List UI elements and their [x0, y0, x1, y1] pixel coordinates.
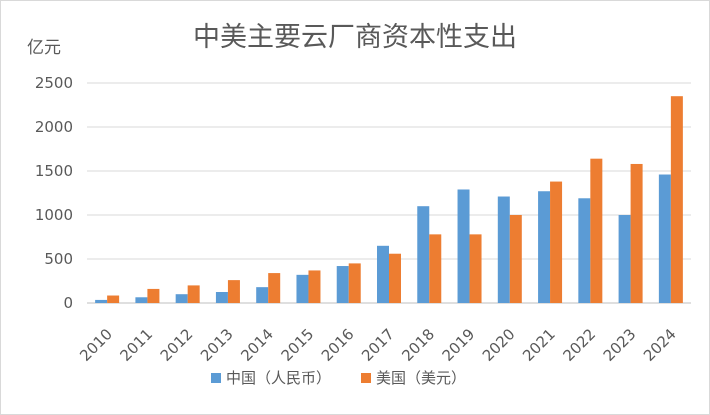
y-tick-label: 2500 [35, 74, 73, 92]
y-axis-unit-label: 亿元 [27, 38, 61, 58]
bar-usa-2017 [389, 253, 401, 303]
bar-usa-2018 [429, 234, 442, 303]
x-tick-label: 2019 [439, 325, 479, 365]
y-tick-label: 0 [63, 294, 73, 312]
x-tick-label: 2018 [398, 325, 438, 365]
bar-china-2011 [135, 297, 148, 303]
chart-title: 中美主要云厂商资本性支出 [193, 22, 517, 53]
bar-usa-2013 [227, 280, 240, 303]
x-tick-label: 2020 [479, 325, 519, 365]
bar-china-2021 [538, 191, 551, 303]
bar-china-2024 [658, 174, 671, 303]
bar-usa-2024 [670, 96, 683, 303]
bar-china-2013 [215, 292, 228, 303]
x-tick-label: 2022 [559, 325, 599, 365]
bar-usa-2011 [147, 288, 160, 303]
x-tick-label: 2021 [519, 325, 559, 365]
legend: 中国（人民币） 美国（美元） [211, 369, 466, 387]
bar-usa-2021 [550, 181, 563, 303]
bar-china-2014 [256, 287, 269, 303]
x-tick-label: 2024 [640, 325, 680, 365]
bar-china-2020 [497, 196, 510, 303]
bar-china-2012 [175, 294, 188, 303]
bar-china-2015 [296, 274, 309, 303]
x-tick-label: 2023 [600, 325, 640, 365]
bar-usa-2010 [107, 295, 120, 303]
x-tick-label: 2013 [197, 325, 237, 365]
bar-usa-2015 [308, 270, 321, 303]
bars [95, 96, 683, 303]
x-tick-label: 2012 [157, 325, 197, 365]
x-tick-label: 2010 [76, 325, 116, 365]
y-tick-label: 1000 [35, 206, 73, 224]
bar-usa-2019 [469, 234, 482, 303]
bar-china-2023 [618, 215, 631, 303]
legend-label: 中国（人民币） [226, 369, 331, 387]
bar-china-2016 [336, 266, 349, 303]
legend-label: 美国（美元） [376, 369, 466, 387]
bar-usa-2016 [348, 263, 361, 303]
x-tick-label: 2014 [237, 325, 277, 365]
bar-usa-2022 [590, 158, 603, 303]
bar-usa-2020 [509, 215, 522, 303]
x-tick-label: 2017 [358, 325, 398, 365]
legend-swatch [211, 373, 221, 383]
bar-usa-2012 [187, 285, 200, 303]
bar-china-2010 [95, 299, 108, 303]
y-tick-label: 1500 [35, 162, 73, 180]
bar-china-2017 [377, 245, 389, 303]
y-tick-label: 500 [44, 250, 73, 268]
bar-china-2022 [578, 198, 591, 303]
x-tick-label: 2016 [318, 325, 358, 365]
y-tick-label: 2000 [35, 118, 73, 136]
legend-swatch [361, 373, 371, 383]
bar-usa-2014 [268, 273, 281, 303]
bar-china-2019 [457, 189, 470, 303]
x-tick-label: 2015 [278, 325, 318, 365]
x-tick-label: 2011 [116, 325, 156, 365]
bar-usa-2023 [630, 163, 643, 303]
bar-china-2018 [417, 206, 430, 303]
